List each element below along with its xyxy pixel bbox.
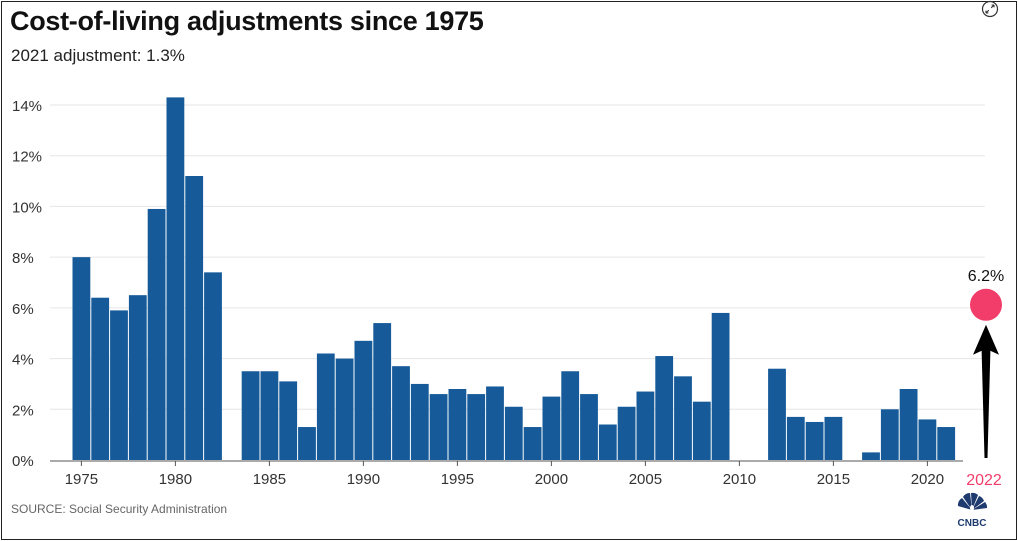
bar-1999	[523, 427, 542, 460]
chart-title: Cost-of-living adjustments since 1975	[10, 6, 484, 36]
bar-2014	[805, 421, 824, 460]
y-tick-label: 4%	[12, 352, 34, 369]
bar-2001	[561, 371, 580, 460]
bar-1997	[486, 386, 504, 460]
expand-icon[interactable]	[981, 0, 999, 18]
bar-2013	[786, 416, 805, 460]
bar-1991	[373, 323, 392, 460]
bar-1979	[147, 208, 166, 460]
bar-1992	[392, 366, 410, 460]
bar-1988	[316, 353, 335, 460]
bar-1994	[429, 394, 448, 460]
bar-1993	[410, 383, 429, 460]
bar-2003	[598, 424, 617, 460]
x-tick-label: 2005	[629, 471, 662, 488]
y-tick-label: 8%	[12, 250, 34, 267]
bar-1984	[241, 371, 260, 460]
bar-2004	[617, 406, 636, 460]
x-tick-label: 1985	[253, 471, 286, 488]
cnbc-logo-icon: CNBC	[958, 492, 988, 528]
bar-2021	[937, 427, 956, 460]
bar-1995	[448, 389, 467, 460]
bar-1978	[128, 295, 147, 460]
x-tick-label: 2015	[817, 471, 850, 488]
y-tick-label: 14%	[12, 98, 42, 115]
y-tick-label: 0%	[12, 453, 34, 470]
x-tick-label: 2020	[911, 471, 944, 488]
y-tick-label: 10%	[12, 199, 42, 216]
bar-1989	[335, 358, 354, 460]
cnbc-logo-text: CNBC	[958, 518, 987, 528]
bar-1975	[72, 257, 91, 460]
x-tick-label: 1980	[159, 471, 192, 488]
bar-1985	[260, 371, 279, 460]
highlight-year-label: 2022	[966, 472, 1002, 489]
x-tick-label: 2010	[723, 471, 756, 488]
bar-1996	[467, 394, 486, 460]
bar-2017	[862, 452, 880, 460]
bars	[72, 97, 956, 461]
highlight-value-label: 6.2%	[968, 268, 1004, 285]
arrow-head	[973, 324, 999, 355]
bar-1980	[166, 97, 185, 461]
bar-1977	[110, 310, 128, 460]
x-tick-label: 1990	[347, 471, 380, 488]
bar-1982	[204, 272, 222, 460]
bar-2015	[824, 416, 843, 460]
bar-2020	[918, 419, 937, 460]
y-tick-label: 12%	[12, 149, 42, 166]
bar-2018	[880, 409, 899, 460]
y-axis: 0% 2% 4% 6% 8% 10% 12% 14%	[12, 98, 42, 470]
bar-2008	[692, 401, 711, 460]
bar-2019	[899, 389, 918, 460]
x-axis: 1975 1980 1985 1990 1995 2000 2005 2010 2015 2020	[50, 460, 963, 488]
highlight-point	[970, 288, 1002, 321]
bar-1976	[91, 297, 110, 460]
bar-1987	[298, 427, 316, 460]
source-note: SOURCE: Social Security Administration	[11, 502, 228, 516]
bar-2012	[768, 368, 786, 460]
x-tick-label: 2000	[535, 471, 568, 488]
y-tick-label: 6%	[12, 301, 34, 318]
highlight-2022: 6.2% 2022	[966, 268, 1004, 489]
bar-2000	[542, 396, 561, 460]
bar-1981	[185, 176, 204, 460]
arrow-shaft	[981, 346, 991, 458]
y-tick-label: 2%	[12, 402, 34, 419]
x-tick-label: 1995	[441, 471, 474, 488]
bar-2005	[636, 391, 655, 460]
bar-2007	[674, 376, 692, 460]
x-tick-label: 1975	[65, 471, 98, 488]
bar-1990	[354, 340, 373, 460]
bar-1998	[504, 406, 523, 460]
bar-1986	[279, 381, 298, 460]
chart-subtitle: 2021 adjustment: 1.3%	[11, 46, 185, 65]
bar-2002	[580, 394, 598, 460]
bar-2006	[655, 356, 674, 460]
bar-2009	[711, 312, 730, 460]
